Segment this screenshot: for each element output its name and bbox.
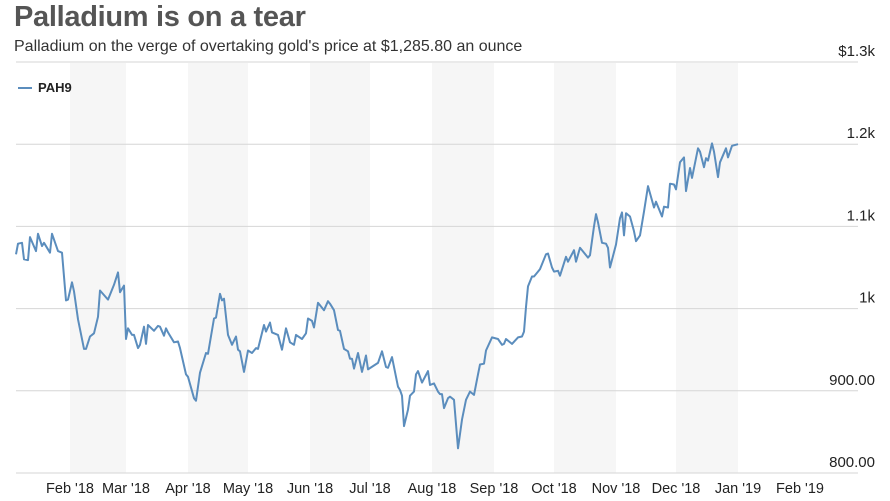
legend-label-pah9: PAH9 [38, 80, 72, 95]
month-band [432, 63, 494, 473]
x-tick-label: Jan '19 [715, 481, 761, 497]
chart-subtitle: Palladium on the verge of overtaking gol… [14, 38, 523, 55]
y-tick-label: 800.00 [829, 454, 875, 471]
y-tick-label: 1k [859, 290, 875, 307]
month-band [676, 63, 738, 473]
legend-swatch [18, 86, 32, 89]
x-tick-label: Dec '18 [652, 481, 701, 497]
legend: PAH9 [18, 80, 72, 95]
y-tick-label: 1.1k [847, 207, 876, 224]
month-band [188, 63, 248, 473]
x-tick-label: Mar '18 [102, 481, 150, 497]
y-tick-label: 900.00 [829, 372, 875, 389]
x-tick-label: Jul '18 [349, 481, 390, 497]
x-tick-label: Feb '18 [46, 481, 94, 497]
x-tick-label: May '18 [223, 481, 273, 497]
month-band [70, 63, 126, 473]
x-tick-label: Nov '18 [592, 481, 641, 497]
y-tick-label: 1.2k [847, 125, 876, 142]
month-band [310, 63, 370, 473]
x-tick-label: Feb '19 [776, 481, 824, 497]
x-tick-label: Oct '18 [531, 481, 576, 497]
x-tick-label: Aug '18 [408, 481, 457, 497]
y-tick-label: $1.3k [838, 43, 875, 60]
x-tick-label: Sep '18 [470, 481, 519, 497]
chart-title: Palladium is on a tear [14, 1, 306, 33]
x-tick-label: Apr '18 [165, 481, 211, 497]
series-line-pah9 [15, 142, 739, 450]
month-band [554, 63, 616, 473]
x-tick-label: Jun '18 [287, 481, 333, 497]
